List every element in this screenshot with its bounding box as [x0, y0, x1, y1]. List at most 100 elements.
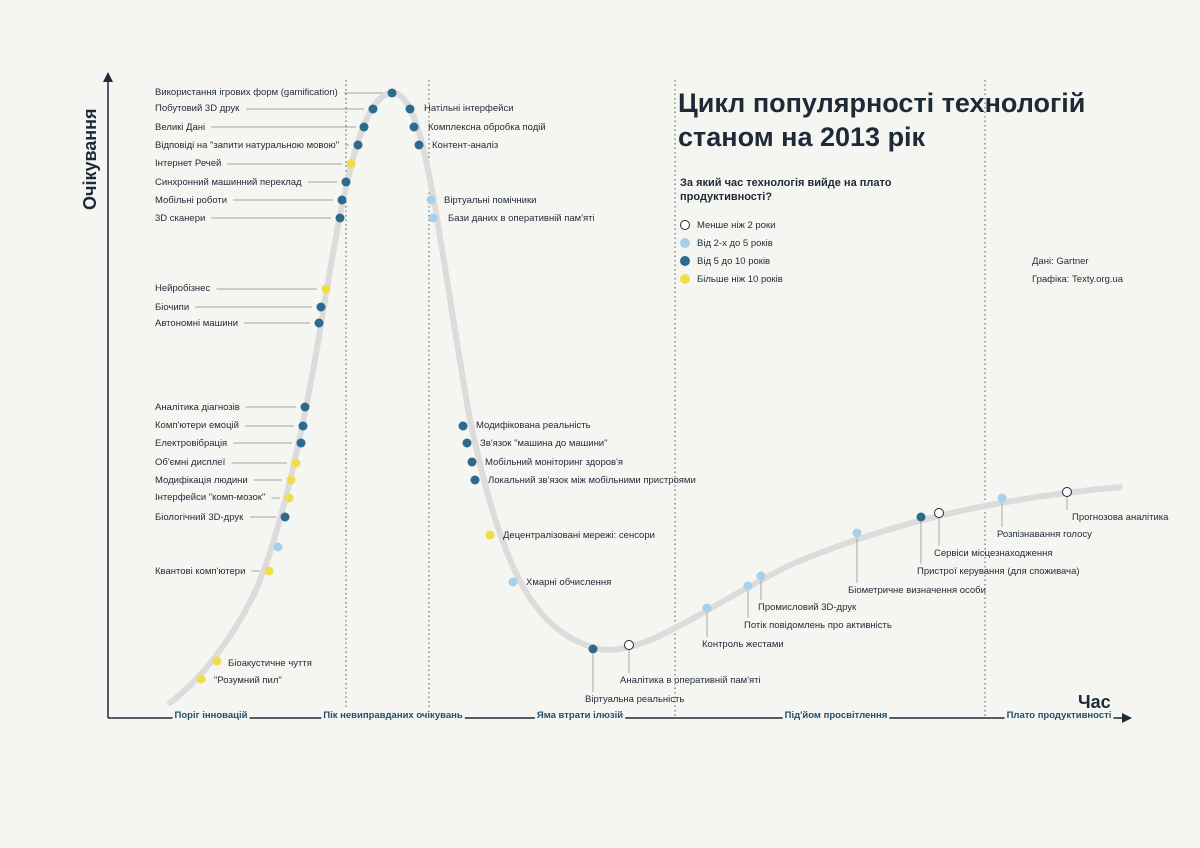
technology-dot [508, 577, 518, 587]
legend-dot-icon [680, 274, 690, 284]
technology-label: Аналітика діагнозів [155, 402, 240, 413]
technology-label: Квантові комп'ютери [155, 566, 245, 577]
technology-dot [426, 195, 436, 205]
technology-label: Автономні машини [155, 318, 238, 329]
legend-dot-icon [680, 220, 690, 230]
technology-label: Модифікація людини [155, 475, 248, 486]
phase-label: Під'йом просвітлення [785, 710, 888, 721]
technology-dot [409, 122, 419, 132]
technology-label: Потік повідомлень про активність [744, 620, 892, 631]
technology-dot [341, 177, 351, 187]
technology-label: Хмарні обчислення [526, 577, 611, 588]
legend-label: Від 2-х до 5 років [697, 237, 773, 249]
technology-dot [337, 195, 347, 205]
legend-dot-icon [680, 238, 690, 248]
technology-label: Великі Дані [155, 122, 205, 133]
technology-label: Використання ігрових форм (gamification) [155, 87, 338, 98]
technology-label: Об'ємні дисплеї [155, 457, 226, 468]
technology-label: Мобільні роботи [155, 195, 227, 206]
technology-label: Контроль жестами [702, 639, 784, 650]
technology-dot [314, 318, 324, 328]
legend-label: Менше ніж 2 роки [697, 219, 776, 231]
technology-dot [280, 512, 290, 522]
technology-dot [414, 140, 424, 150]
technology-dot [359, 122, 369, 132]
technology-dot [405, 104, 415, 114]
technology-label: Мобільний моніторинг здоров'я [485, 457, 623, 468]
technology-dot [296, 438, 306, 448]
technology-dot [916, 512, 926, 522]
technology-label: Синхронний машинний переклад [155, 177, 302, 188]
technology-dot [485, 530, 495, 540]
technology-dot [368, 104, 378, 114]
technology-label: Натільні інтерфейси [424, 103, 514, 114]
technology-dot [284, 493, 294, 503]
technology-label: Прогнозова аналітика [1072, 512, 1169, 523]
technology-label: Побутовий 3D друк [155, 103, 240, 114]
technology-label: Нейробізнес [155, 283, 210, 294]
y-axis-arrow-icon [103, 72, 113, 82]
technology-dot [756, 571, 766, 581]
technology-dot [196, 674, 206, 684]
phase-label: Поріг інновацій [175, 710, 248, 721]
technology-label: Комп'ютери емоцій [155, 420, 239, 431]
hype-curve [167, 89, 1123, 706]
legend-item: Менше ніж 2 роки [680, 216, 783, 234]
technology-dot [458, 421, 468, 431]
technology-label: Біочипи [155, 302, 189, 313]
technology-label: Локальний зв'язок між мобільними пристро… [488, 475, 696, 486]
technology-dot [387, 88, 397, 98]
technology-label: Віртуальні помічники [444, 195, 536, 206]
axes [103, 72, 1132, 723]
technology-label: Біометричне визначення особи [848, 585, 986, 596]
technology-dot [291, 458, 301, 468]
credits: Дані: Gartner Графіка: Texty.org.ua [1032, 253, 1123, 289]
technology-dot [346, 159, 356, 169]
page-title: Цикл популярності технологій станом на 2… [678, 88, 1086, 152]
technology-dot [273, 542, 283, 552]
technology-label: Пристрої керування (для споживача) [917, 566, 1080, 577]
legend-dot-icon [680, 256, 690, 266]
technology-dot [852, 528, 862, 538]
technology-label: "Розумний пил" [214, 675, 282, 686]
technology-label: Розпізнавання голосу [997, 529, 1092, 540]
legend-question: За який час технологія вийде на плато пр… [680, 177, 892, 203]
technology-dot [1062, 487, 1072, 497]
technology-dot [321, 284, 331, 294]
technology-dot [470, 475, 480, 485]
technology-label: Електровібрація [155, 438, 227, 449]
technology-dot [588, 644, 598, 654]
technology-label: 3D сканери [155, 213, 205, 224]
technology-label: Інтернет Речей [155, 158, 221, 169]
phase-label: Пік невиправданих очікувань [323, 710, 463, 721]
technology-dot [997, 493, 1007, 503]
technology-dot [300, 402, 310, 412]
technology-label: Відповіді на "запити натуральною мовою" [155, 140, 339, 151]
technology-dot [702, 603, 712, 613]
technology-dot [934, 508, 944, 518]
technology-dot [212, 656, 222, 666]
technology-dot [467, 457, 477, 467]
phase-label: Яма втрати ілюзій [537, 710, 623, 721]
technology-dot [743, 581, 753, 591]
technology-label: Контент-аналіз [432, 140, 498, 151]
technology-label: Модифікована реальність [476, 420, 591, 431]
x-axis-arrow-icon [1122, 713, 1132, 723]
legend-item: Від 5 до 10 років [680, 252, 783, 270]
technology-dot [353, 140, 363, 150]
technology-label: Комплексна обробка подій [428, 122, 546, 133]
technology-label: Аналітика в оперативній пам'яті [620, 675, 761, 686]
technology-label: Біоакустичне чуття [228, 658, 312, 669]
technology-label: Сервіси місцезнаходження [934, 548, 1053, 559]
technology-dot [298, 421, 308, 431]
technology-label: Біологічний 3D-друк [155, 512, 244, 523]
technology-dot [286, 475, 296, 485]
legend: Менше ніж 2 роки Від 2-х до 5 років Від 5 … [680, 216, 783, 288]
technology-label: Бази даних в оперативній пам'яті [448, 213, 595, 224]
technology-dot [428, 213, 438, 223]
technology-label: Децентралізовані мережі: сенсори [503, 530, 655, 541]
legend-label: Від 5 до 10 років [697, 255, 771, 267]
legend-label: Більше ніж 10 років [697, 273, 783, 285]
y-axis-title: Очікування [80, 108, 100, 210]
